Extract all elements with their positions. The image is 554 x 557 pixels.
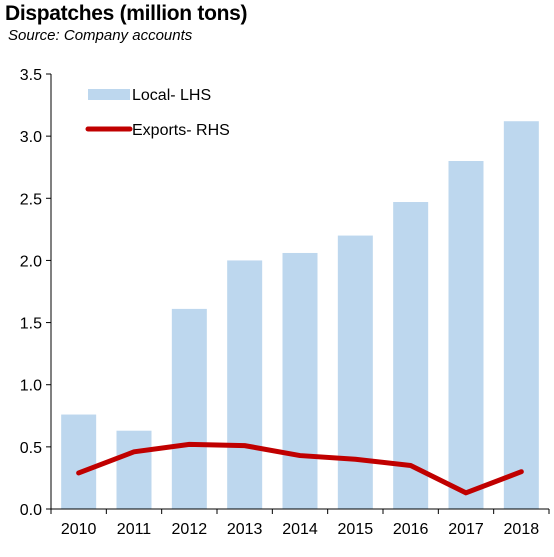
x-tick-label: 2016 <box>393 521 429 538</box>
y-tick-label: 2.0 <box>20 253 42 270</box>
bar-2013 <box>227 260 263 509</box>
x-tick-label: 2012 <box>172 521 208 538</box>
legend-swatch-local <box>88 89 130 100</box>
y-tick-label: 1.5 <box>20 316 42 333</box>
bar-2016 <box>393 202 429 509</box>
bar-2015 <box>337 235 373 510</box>
bar-2014 <box>282 252 318 509</box>
x-tick-label: 2013 <box>227 521 263 538</box>
chart-title: Dispatches (million tons) <box>5 2 248 25</box>
y-tick-label: 0.0 <box>20 502 42 519</box>
bar-series-local <box>61 121 539 510</box>
x-tick-label: 2014 <box>282 521 318 538</box>
bar-2011 <box>116 430 152 509</box>
line-series-exports <box>76 441 524 496</box>
bar-2017 <box>448 161 484 509</box>
legend: Local- LHS Exports- RHS <box>85 87 230 139</box>
legend-label-local: Local- LHS <box>132 87 211 104</box>
legend-label-exports: Exports- RHS <box>132 122 230 139</box>
y-tick-label: 2.5 <box>20 191 42 208</box>
bar-2018 <box>503 121 539 509</box>
x-tick-label: 2018 <box>504 521 540 538</box>
y-tick-label: 3.5 <box>20 67 42 84</box>
y-tick-label: 1.0 <box>20 378 42 395</box>
y-tick-label: 3.0 <box>20 129 42 146</box>
chart-subtitle: Source: Company accounts <box>8 27 193 44</box>
x-tick-label: 2015 <box>338 521 374 538</box>
bar-2010 <box>61 414 97 509</box>
x-tick-label: 2010 <box>61 521 97 538</box>
x-tick-label: 2011 <box>117 521 152 538</box>
y-tick-label: 0.5 <box>20 440 42 457</box>
axes: 0.0 0.5 1.0 1.5 2.0 2.5 3.0 3.5 2010 2011 2012 2013… <box>20 67 550 538</box>
x-tick-label: 2017 <box>448 521 484 538</box>
bar-2012 <box>171 308 207 509</box>
